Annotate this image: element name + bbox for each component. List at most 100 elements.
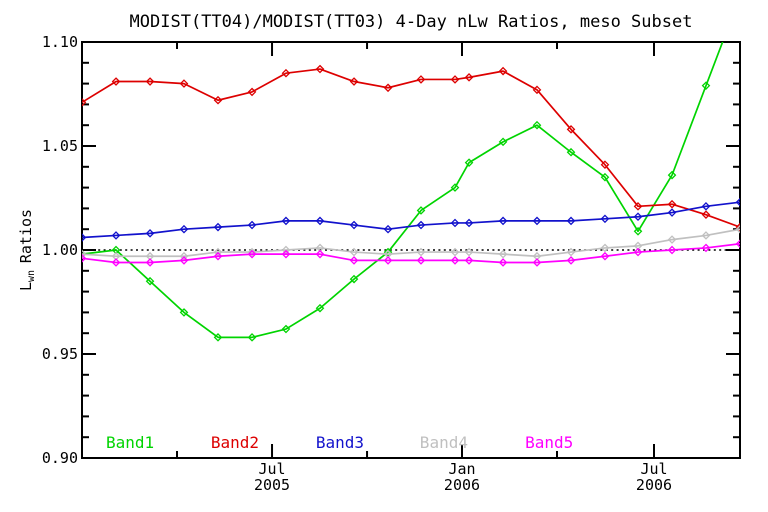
y-tick-label: 1.10 — [41, 33, 78, 51]
data-point-marker — [179, 79, 189, 88]
data-point-marker — [498, 249, 508, 259]
data-point-marker — [566, 216, 576, 226]
data-point-marker — [383, 83, 393, 93]
data-point-marker — [111, 231, 121, 240]
series-band3 — [82, 197, 740, 242]
data-point-marker — [600, 243, 610, 253]
data-point-marker — [667, 170, 677, 180]
data-point-marker — [247, 249, 257, 259]
data-point-marker — [315, 249, 325, 259]
series-band4 — [82, 224, 740, 261]
data-point-marker — [735, 239, 740, 249]
data-point-marker — [464, 247, 474, 257]
data-point-marker — [383, 256, 393, 265]
data-point-marker — [416, 75, 426, 84]
x-tick-label: Jul 2006 — [614, 461, 694, 493]
data-point-marker — [247, 220, 257, 230]
data-point-marker — [498, 258, 508, 267]
x-tick-year: 2006 — [443, 476, 481, 494]
data-point-marker — [498, 137, 508, 147]
x-tick-label: Jul 2005 — [232, 461, 312, 493]
data-point-marker — [213, 95, 223, 105]
legend-band5: Band5 — [525, 433, 574, 452]
data-point-marker — [281, 324, 291, 334]
data-point-marker — [464, 256, 474, 265]
data-point-marker — [566, 247, 576, 257]
legend-band2: Band2 — [210, 433, 260, 452]
data-point-marker — [247, 87, 257, 97]
legend-band3: Band3 — [315, 433, 365, 452]
series-band2 — [82, 64, 740, 232]
data-point-marker — [145, 258, 155, 267]
series-band5 — [82, 239, 740, 267]
data-point-marker — [600, 160, 610, 170]
data-point-marker — [633, 212, 643, 222]
y-axis-title-main: L — [17, 281, 35, 292]
data-point-marker — [735, 224, 740, 234]
data-point-marker — [179, 308, 189, 317]
data-point-marker — [349, 256, 359, 265]
data-point-marker — [145, 276, 155, 286]
series-line — [82, 242, 740, 264]
data-point-marker — [600, 172, 610, 182]
data-point-marker — [145, 229, 155, 238]
data-point-marker — [667, 235, 677, 244]
data-point-marker — [450, 75, 460, 84]
data-point-marker — [450, 256, 460, 265]
data-point-marker — [464, 158, 474, 167]
data-point-marker — [667, 245, 677, 255]
series-group — [82, 42, 740, 342]
data-point-marker — [247, 333, 257, 342]
data-point-marker — [701, 231, 711, 240]
data-point-marker — [566, 125, 576, 134]
data-point-marker — [633, 247, 643, 257]
data-point-marker — [315, 64, 325, 74]
x-tick-month: Jul — [258, 460, 286, 478]
series-line — [82, 228, 740, 258]
data-point-marker — [667, 208, 677, 217]
x-tick-label: Jan 2006 — [422, 461, 502, 493]
data-point-marker — [349, 274, 359, 284]
data-point-marker — [416, 206, 426, 215]
legend-band4: Band4 — [419, 433, 468, 452]
data-point-marker — [416, 247, 426, 257]
data-point-marker — [82, 254, 87, 263]
data-point-marker — [383, 224, 393, 234]
y-tick-label: 1.00 — [41, 241, 78, 259]
data-point-marker — [281, 249, 291, 259]
data-point-marker — [532, 216, 542, 226]
data-point-marker — [315, 216, 325, 226]
y-axis-title-rest: Ratios — [17, 208, 35, 264]
data-point-marker — [532, 258, 542, 267]
series-band1 — [82, 42, 724, 342]
x-tick-year: 2006 — [635, 476, 673, 494]
data-point-marker — [247, 247, 257, 257]
data-point-marker — [701, 210, 711, 219]
data-point-marker — [667, 199, 677, 209]
x-tick-month: Jul — [640, 460, 668, 478]
data-point-marker — [633, 226, 643, 236]
data-point-marker — [416, 220, 426, 230]
data-point-marker — [498, 66, 508, 76]
data-point-marker — [600, 251, 610, 261]
data-point-marker — [566, 147, 576, 157]
data-point-marker — [498, 216, 508, 226]
data-point-marker — [111, 258, 121, 267]
data-point-marker — [735, 197, 740, 207]
data-point-marker — [464, 218, 474, 228]
data-point-marker — [145, 77, 155, 86]
data-point-marker — [349, 77, 359, 86]
y-axis-title-subscript: wn — [26, 269, 37, 282]
data-point-marker — [450, 183, 460, 192]
data-point-marker — [281, 216, 291, 226]
data-point-marker — [600, 214, 610, 224]
y-tick-label: 1.05 — [41, 137, 78, 155]
data-point-marker — [566, 256, 576, 265]
data-point-marker — [701, 202, 711, 211]
data-point-marker — [450, 218, 460, 228]
data-point-marker — [450, 247, 460, 257]
chart-title: MODIST(TT04)/MODIST(TT03) 4-Day nLw Rati… — [129, 12, 693, 32]
data-point-marker — [82, 249, 87, 259]
